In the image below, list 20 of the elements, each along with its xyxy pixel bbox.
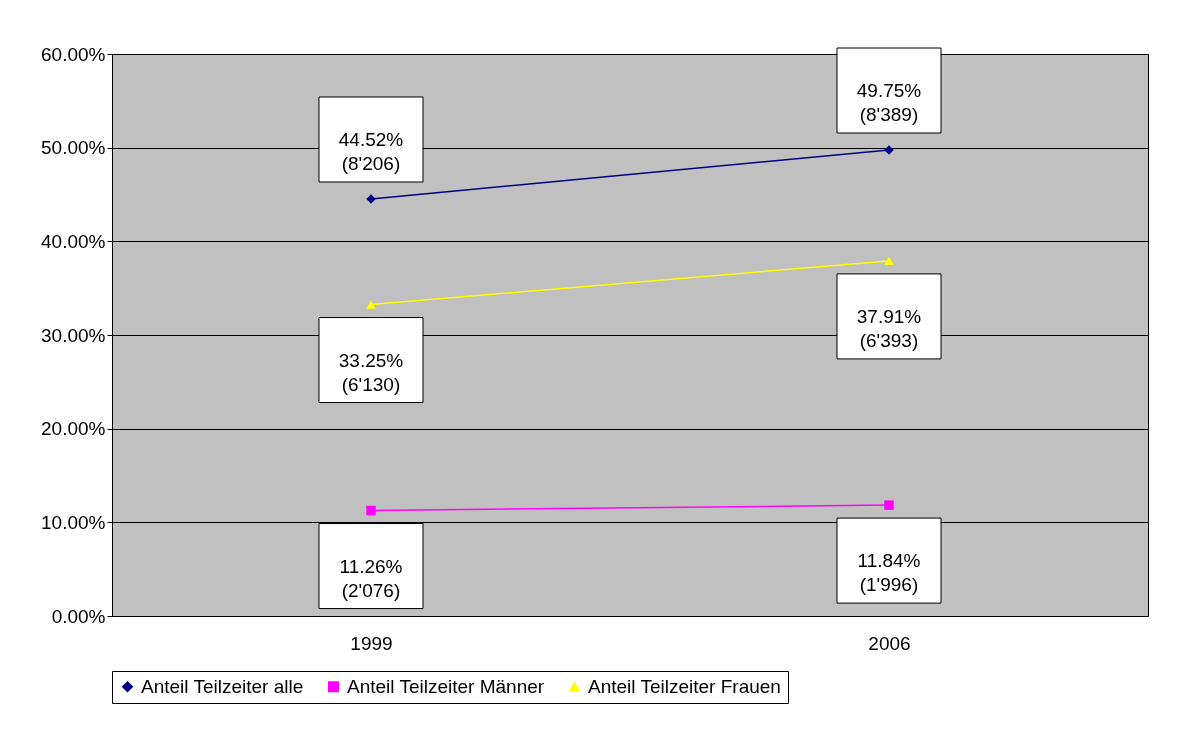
y-tick-label: 40.00% — [41, 230, 106, 252]
legend-label: Anteil Teilzeiter Frauen — [588, 675, 781, 697]
legend-label: Anteil Teilzeiter Männer — [347, 675, 545, 697]
data-label: 11.26% (2'076) — [339, 555, 403, 601]
y-tick-label: 60.00% — [41, 43, 106, 65]
point — [366, 505, 376, 516]
y-tick-label: 0.00% — [51, 605, 106, 627]
y-tick-label: 30.00% — [41, 324, 106, 346]
data-label: 49.75% (8'389) — [856, 80, 922, 126]
data-label: 44.52% (8'206) — [338, 129, 404, 174]
y-tick-label: 10.00% — [41, 511, 106, 533]
data-label: 33.25% (6'130) — [338, 349, 404, 395]
y-tick-label: 20.00% — [41, 418, 106, 440]
legend-label: Anteil Teilzeiter alle — [141, 675, 304, 697]
data-label: 11.84% (1'996) — [857, 550, 921, 596]
y-tick-label: 50.00% — [41, 137, 106, 159]
x-tick-label: 1999 — [350, 632, 393, 654]
data-label: 37.91% (6'393) — [856, 305, 922, 351]
point — [884, 500, 894, 510]
x-tick-label: 2006 — [868, 632, 911, 654]
